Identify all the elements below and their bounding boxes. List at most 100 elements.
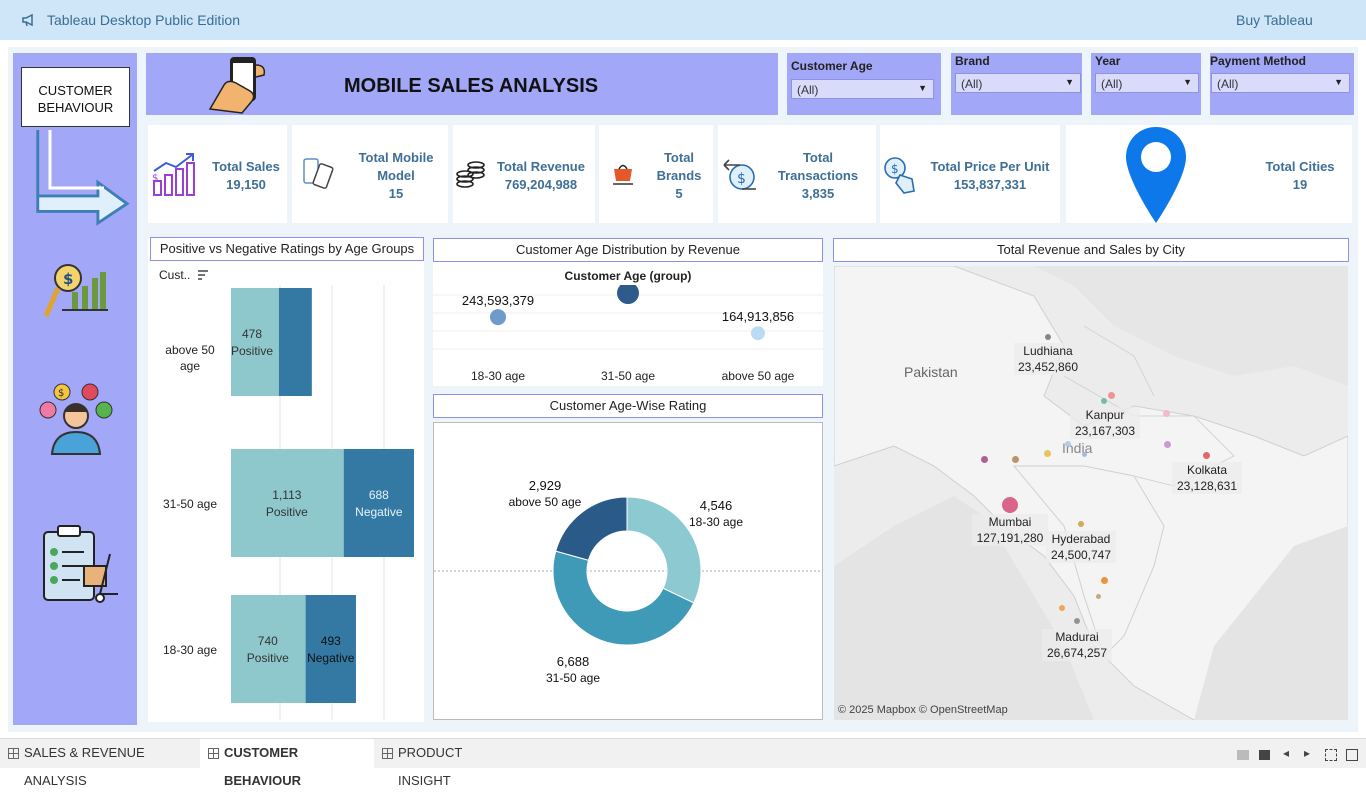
revenue-dot-label: 243,593,379 <box>462 293 534 308</box>
city-dot[interactable] <box>1074 618 1080 624</box>
positive-bar-label: 740 <box>258 634 278 648</box>
city-dot[interactable] <box>1081 451 1087 457</box>
kpi-total-transactions: $ Total Transactions 3,835 <box>718 125 876 223</box>
sort-field-label: Cust.. <box>159 268 191 282</box>
tab-customer-behaviour[interactable]: CUSTOMER BEHAVIOUR <box>200 739 374 788</box>
kpi-label: Total Brands <box>656 150 702 183</box>
filmstrip-view-icon[interactable] <box>1237 750 1249 760</box>
dropdown-arrow-icon: ▼ <box>1065 77 1074 87</box>
city-dot[interactable] <box>1101 398 1107 404</box>
city-value: 23,167,303 <box>1074 424 1136 438</box>
company-icon <box>613 164 633 185</box>
tab-view-icon[interactable] <box>1259 750 1270 760</box>
revenue-dot[interactable] <box>490 309 506 326</box>
city-dot[interactable] <box>1107 391 1115 399</box>
kpi-label: Total Price Per Unit <box>930 159 1050 174</box>
negative-bar-label: Negative <box>355 505 403 519</box>
city-dot[interactable] <box>980 455 988 463</box>
negative-bar[interactable] <box>343 449 414 557</box>
dropdown-arrow-icon: ▼ <box>1334 77 1343 87</box>
ratings-title: Positive vs Negative Ratings by Age Grou… <box>150 237 424 261</box>
city-name: Kolkata <box>1186 463 1228 477</box>
city-name: Hyderabad <box>1051 532 1111 546</box>
buy-tableau-link[interactable]: Buy Tableau <box>1236 12 1313 28</box>
city-name: Kanpur <box>1085 408 1125 422</box>
kpi-total-cities: Total Cities 19 <box>1066 125 1352 223</box>
kpi-value: 5 <box>675 186 683 201</box>
city-dot[interactable] <box>1065 441 1071 447</box>
city-map[interactable]: Pakistan India Ludhiana 23,452,860 Kanpur… <box>834 266 1348 720</box>
negative-bar[interactable] <box>278 288 312 396</box>
select-value: (All) <box>1217 77 1239 91</box>
sort-icon[interactable] <box>197 270 209 280</box>
megaphone-icon <box>22 13 33 27</box>
year-select[interactable]: (All) ▼ <box>1095 73 1199 93</box>
filter-year: Year (All) ▼ <box>1091 53 1201 115</box>
kpi-value: 19,150 <box>226 177 266 192</box>
city-dot[interactable] <box>1095 593 1101 599</box>
filter-label: Brand <box>955 54 990 68</box>
city-dot[interactable] <box>1059 605 1065 611</box>
donut-slice[interactable] <box>626 496 702 604</box>
negative-bar[interactable] <box>305 595 356 703</box>
next-sheet-icon[interactable]: ▸ <box>1304 746 1311 760</box>
country-label: Pakistan <box>904 364 958 380</box>
revenue-dot[interactable] <box>751 326 765 341</box>
brand-select[interactable]: (All) ▼ <box>955 73 1081 93</box>
city-dot[interactable] <box>1002 497 1018 513</box>
svg-text:$: $ <box>737 171 746 187</box>
city-label: Hyderabad 24,500,747 <box>1046 531 1116 563</box>
city-value: 23,128,631 <box>1176 479 1238 493</box>
app-title-bar: Tableau Desktop Public Edition Buy Table… <box>0 0 1366 40</box>
kpi-label: Total Cities <box>1265 159 1335 174</box>
city-dot[interactable] <box>1078 521 1084 527</box>
filter-customer-age: Customer Age (All) ▼ <box>787 53 941 115</box>
city-dot[interactable] <box>1011 455 1019 463</box>
tab-label: SALES & REVENUE ANALYSIS <box>24 745 145 788</box>
city-dot[interactable] <box>1045 334 1051 340</box>
ratings-bar-chart: 478 Positive 1,113 Positive 688 Negative 740 Po… <box>231 285 414 720</box>
city-dot[interactable] <box>1162 409 1170 417</box>
select-value: (All) <box>1101 77 1123 91</box>
tab-product-insight[interactable]: PRODUCT INSIGHT <box>374 739 518 788</box>
city-dot[interactable] <box>1202 451 1210 459</box>
age-group-label: 31-50 age <box>162 497 218 511</box>
donut-slice[interactable] <box>555 496 628 561</box>
sidebar-current-page: CUSTOMER BEHAVIOUR <box>21 67 130 127</box>
kpi-value: 19 <box>1292 177 1308 192</box>
kpi-value: 15 <box>388 186 404 201</box>
city-dot[interactable] <box>1163 440 1171 448</box>
city-name: Mumbai <box>988 515 1032 529</box>
fit-screen-icon[interactable] <box>1325 749 1337 761</box>
slice-category-label: 31-50 age <box>546 671 600 685</box>
positive-bar-label: Positive <box>231 344 273 358</box>
city-label: Madurai 26,674,257 <box>1042 629 1112 661</box>
city-name: Ludhiana <box>1023 344 1073 358</box>
app-title: Tableau Desktop Public Edition <box>47 12 241 28</box>
slice-value-label: 4,546 <box>700 498 733 513</box>
dashboard-header: MOBILE SALES ANALYSIS <box>146 53 778 115</box>
tab-sales-revenue-analysis[interactable]: SALES & REVENUE ANALYSIS <box>0 739 200 788</box>
previous-sheet-icon[interactable]: ◂ <box>1283 746 1290 760</box>
positive-bar[interactable] <box>231 288 279 396</box>
city-label: Kanpur 23,167,303 <box>1070 407 1140 439</box>
age-category-label: 18-30 age <box>471 369 525 383</box>
kpi-value: 3,835 <box>801 186 835 201</box>
dashboard-tab-icon <box>382 748 393 759</box>
kpi-total-price-per-unit: $ Total Price Per Unit 153,837,331 <box>880 125 1060 223</box>
svg-text:$: $ <box>63 270 73 288</box>
sort-field-header[interactable]: Cust.. <box>159 268 208 282</box>
slice-value-label: 6,688 <box>557 654 590 669</box>
customer-age-select[interactable]: (All) ▼ <box>791 79 934 99</box>
select-value: (All) <box>797 83 819 97</box>
donut-slice[interactable] <box>552 550 695 646</box>
positive-bar[interactable] <box>231 449 344 557</box>
positive-bar[interactable] <box>231 595 306 703</box>
city-dot[interactable] <box>1100 576 1108 584</box>
kpi-label: Total Transactions <box>777 150 859 183</box>
payment-method-select[interactable]: (All) ▼ <box>1211 73 1350 93</box>
revenue-dot[interactable] <box>617 285 639 305</box>
city-dot[interactable] <box>1043 449 1051 457</box>
fullscreen-icon[interactable] <box>1346 749 1358 761</box>
kpi-total-revenue: Total Revenue 769,204,988 <box>453 125 595 223</box>
